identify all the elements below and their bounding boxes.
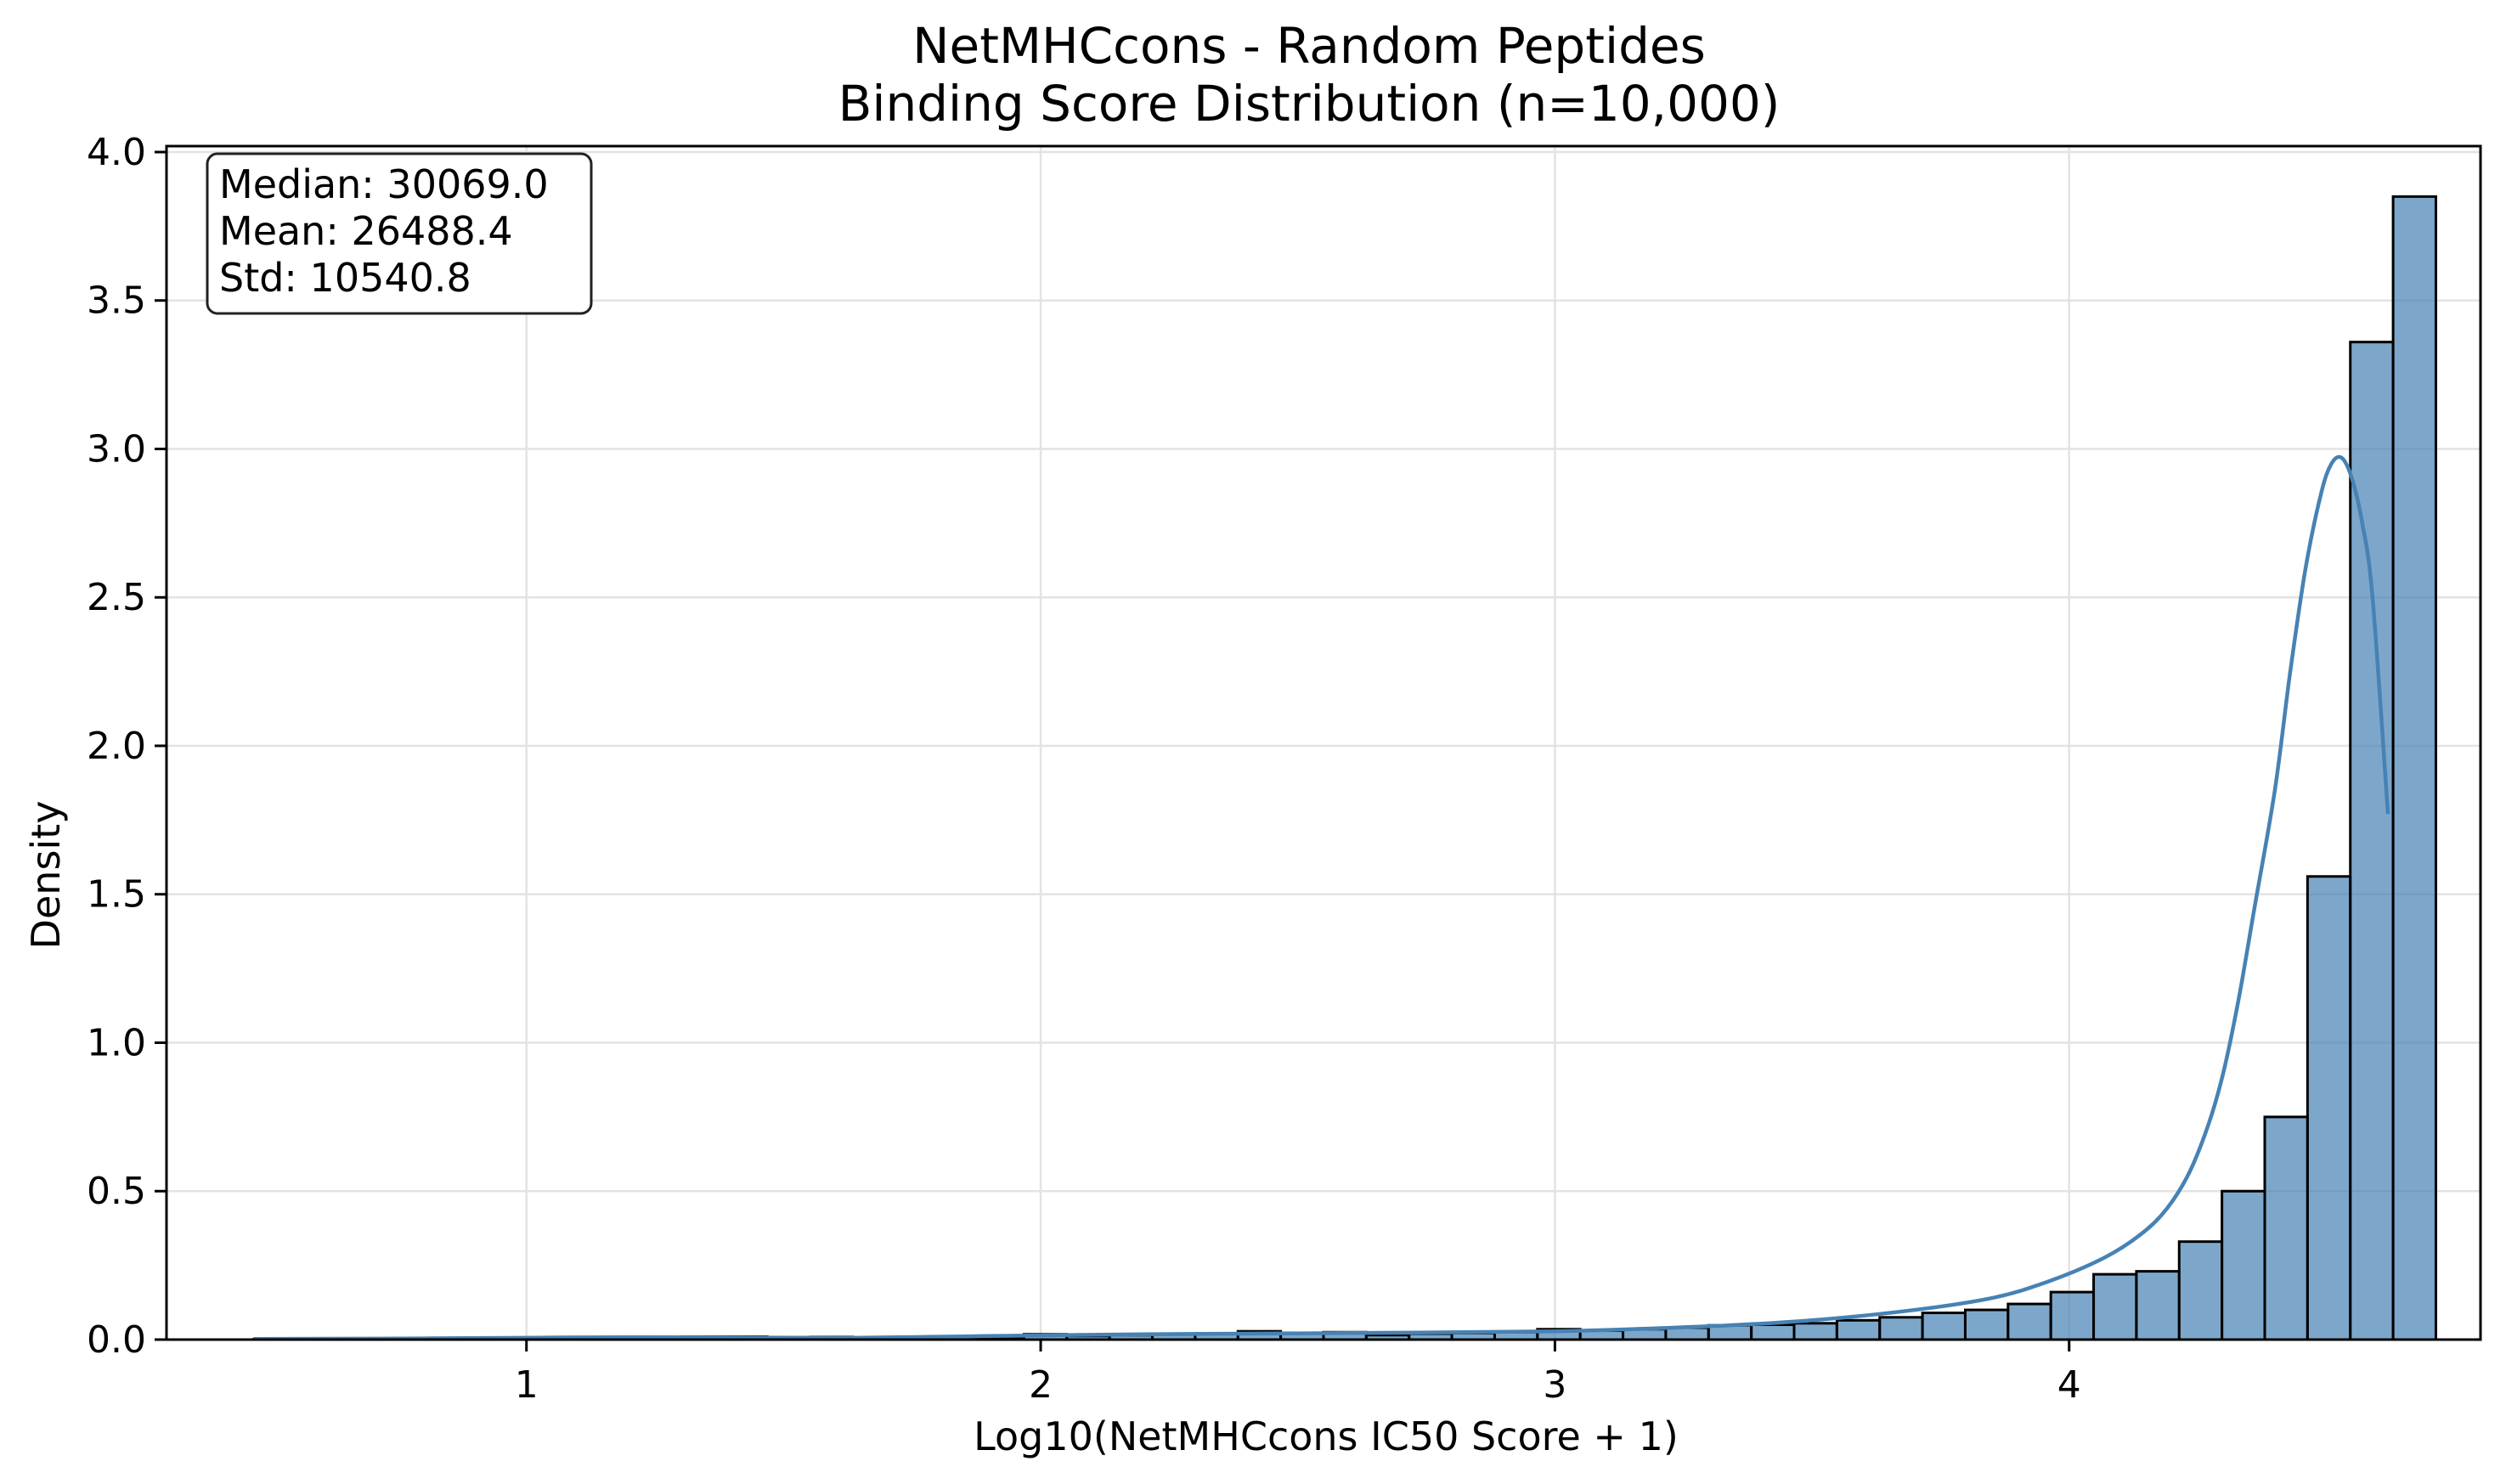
y-tick-label: 0.0 <box>87 1318 146 1362</box>
histogram-bars <box>252 195 2437 1341</box>
y-tick-label: 1.5 <box>87 873 146 917</box>
histogram-bar <box>2306 875 2352 1341</box>
histogram-bar <box>2391 195 2437 1341</box>
plot-axes <box>165 144 2482 1341</box>
grid-lines <box>167 146 2481 1341</box>
histogram-bar <box>2263 1115 2309 1341</box>
x-axis-ticks: 1 2 3 4 <box>515 1340 2081 1407</box>
histogram-bar <box>1792 1322 1838 1341</box>
histogram-bar <box>1963 1308 2010 1341</box>
histogram-bar <box>2221 1189 2266 1341</box>
kde-curve <box>253 454 2390 1341</box>
chart-title-line-2: Binding Score Distribution (n=10,000) <box>838 75 1781 133</box>
y-tick-label: 4.0 <box>87 131 146 174</box>
histogram-bar <box>1750 1323 1796 1341</box>
stats-median: Median: 30069.0 <box>219 161 549 207</box>
x-tick-label: 4 <box>2057 1363 2081 1407</box>
y-axis-label: Density <box>23 801 69 950</box>
stats-mean: Mean: 26488.4 <box>219 208 513 254</box>
stats-box: Median: 30069.0 Mean: 26488.4 Std: 10540… <box>206 152 593 315</box>
histogram-bar <box>2049 1290 2096 1341</box>
x-tick-label: 2 <box>1029 1363 1053 1407</box>
x-tick-label: 1 <box>515 1363 539 1407</box>
y-tick-label: 2.5 <box>87 576 146 619</box>
histogram-bar <box>2349 341 2395 1341</box>
histogram-bar <box>2135 1270 2181 1341</box>
chart-title-line-1: NetMHCcons - Random Peptides <box>912 17 1706 75</box>
y-tick-label: 0.5 <box>87 1170 146 1213</box>
x-axis-label: Log10(NetMHCcons IC50 Score + 1) <box>974 1413 1679 1459</box>
plot-frame <box>165 144 2482 1341</box>
histogram-bar <box>1921 1312 1967 1341</box>
y-tick-label: 1.0 <box>87 1021 146 1064</box>
y-tick-label: 3.0 <box>87 427 146 471</box>
histogram-bar <box>2092 1272 2138 1341</box>
stats-std: Std: 10540.8 <box>219 255 471 301</box>
stats-box-frame <box>206 152 593 315</box>
histogram-bar <box>2006 1302 2052 1341</box>
y-tick-label: 2.0 <box>87 725 146 768</box>
x-tick-label: 3 <box>1543 1363 1566 1407</box>
histogram-bar <box>1878 1316 1924 1341</box>
y-tick-label: 3.5 <box>87 279 146 323</box>
histogram-bar <box>2177 1240 2224 1341</box>
y-axis-ticks: 0.0 0.5 1.0 1.5 2.0 2.5 3.0 3.5 4.0 <box>87 131 167 1362</box>
histogram-bar <box>1835 1318 1882 1341</box>
